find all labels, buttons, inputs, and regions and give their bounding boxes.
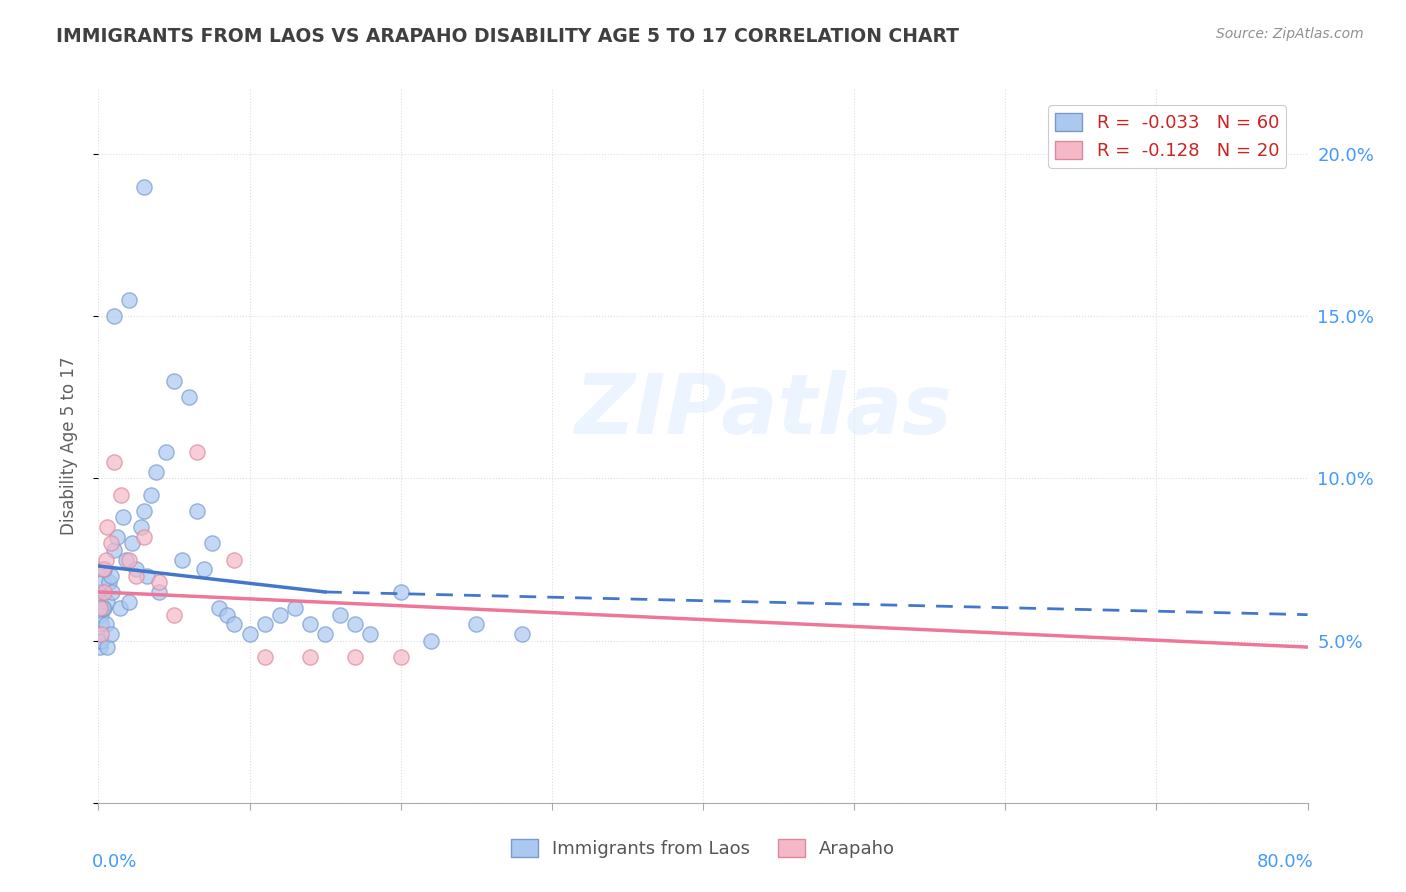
Point [121, 536, 143, 550]
Point [465, 617, 488, 632]
Point [100, 568, 122, 582]
Point [224, 552, 246, 566]
Point [148, 585, 170, 599]
Point [90, 627, 112, 641]
Point [389, 649, 412, 664]
Text: IMMIGRANTS FROM LAOS VS ARAPAHO DISABILITY AGE 5 TO 17 CORRELATION CHART: IMMIGRANTS FROM LAOS VS ARAPAHO DISABILI… [56, 27, 959, 45]
Point [148, 575, 170, 590]
Point [89, 640, 111, 654]
Point [510, 627, 533, 641]
Point [103, 542, 125, 557]
Point [89, 633, 111, 648]
Point [224, 617, 246, 632]
Point [96, 640, 118, 654]
Point [299, 649, 322, 664]
Point [179, 390, 201, 404]
Point [103, 455, 125, 469]
Point [215, 607, 238, 622]
Point [186, 504, 208, 518]
Point [89, 601, 111, 615]
Point [360, 627, 382, 641]
Point [90, 633, 112, 648]
Point [299, 617, 322, 632]
Point [90, 617, 112, 632]
Point [93, 562, 115, 576]
Point [129, 520, 152, 534]
Point [91, 575, 114, 590]
Point [118, 595, 141, 609]
Point [105, 530, 128, 544]
Point [145, 465, 167, 479]
Point [201, 536, 224, 550]
Point [118, 552, 141, 566]
Point [284, 601, 307, 615]
Point [186, 445, 208, 459]
Point [170, 552, 193, 566]
Point [91, 601, 114, 615]
Point [208, 601, 231, 615]
Point [253, 617, 276, 632]
Point [141, 488, 163, 502]
Point [314, 627, 336, 641]
Point [135, 568, 157, 582]
Point [269, 607, 291, 622]
Point [91, 601, 114, 615]
Point [94, 617, 117, 632]
Point [100, 536, 122, 550]
Point [93, 585, 115, 599]
Point [89, 595, 111, 609]
Point [101, 585, 124, 599]
Point [132, 530, 155, 544]
Text: 80.0%: 80.0% [1257, 853, 1313, 871]
Text: Source: ZipAtlas.com: Source: ZipAtlas.com [1216, 27, 1364, 41]
Point [114, 552, 136, 566]
Point [93, 562, 115, 576]
Point [94, 552, 117, 566]
Point [329, 607, 352, 622]
Y-axis label: Disability Age 5 to 17: Disability Age 5 to 17 [59, 357, 77, 535]
Point [344, 649, 367, 664]
Point [163, 607, 186, 622]
Point [108, 601, 131, 615]
Point [344, 617, 367, 632]
Point [118, 293, 141, 307]
Point [253, 649, 276, 664]
Point [110, 488, 132, 502]
Text: ZIPatlas: ZIPatlas [575, 370, 952, 450]
Point [163, 374, 186, 388]
Point [98, 575, 121, 590]
Point [239, 627, 262, 641]
Point [389, 585, 412, 599]
Point [96, 520, 118, 534]
Point [132, 504, 155, 518]
Point [125, 562, 148, 576]
Point [91, 562, 114, 576]
Point [96, 595, 118, 609]
Point [103, 310, 125, 324]
Point [420, 633, 443, 648]
Point [93, 601, 115, 615]
Point [193, 562, 215, 576]
Point [90, 607, 112, 622]
Legend: Immigrants from Laos, Arapaho: Immigrants from Laos, Arapaho [503, 831, 903, 865]
Point [155, 445, 177, 459]
Text: 0.0%: 0.0% [93, 853, 138, 871]
Point [89, 585, 111, 599]
Point [125, 568, 148, 582]
Point [100, 627, 122, 641]
Point [111, 510, 134, 524]
Point [132, 179, 155, 194]
